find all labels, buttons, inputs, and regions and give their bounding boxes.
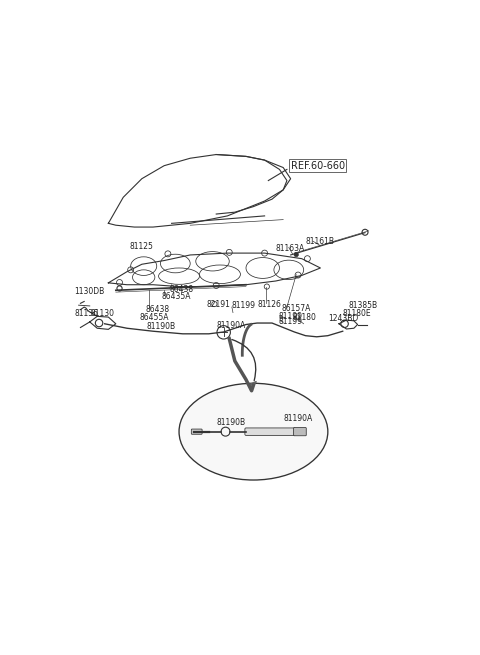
Text: 81385B: 81385B <box>348 301 377 310</box>
Text: 81199: 81199 <box>279 312 303 321</box>
Text: 81190B: 81190B <box>216 418 245 427</box>
Text: 81125: 81125 <box>130 242 154 251</box>
Text: 82191: 82191 <box>207 299 231 309</box>
Text: 86455A: 86455A <box>140 313 169 322</box>
Text: 81180E: 81180E <box>343 309 372 318</box>
Text: 81130: 81130 <box>91 309 115 318</box>
Text: 81126: 81126 <box>257 300 281 309</box>
Text: REF.60-660: REF.60-660 <box>290 160 345 171</box>
Text: 81180: 81180 <box>292 313 316 322</box>
Circle shape <box>294 252 299 257</box>
FancyBboxPatch shape <box>245 428 296 436</box>
FancyBboxPatch shape <box>294 428 306 436</box>
Text: 81199: 81199 <box>279 316 303 326</box>
Text: 1243BD: 1243BD <box>329 314 359 323</box>
Text: 81199: 81199 <box>232 301 256 310</box>
Ellipse shape <box>179 383 328 480</box>
Text: 81136: 81136 <box>75 309 99 318</box>
Text: 86435A: 86435A <box>161 292 191 301</box>
Text: 81190A: 81190A <box>283 414 312 423</box>
FancyBboxPatch shape <box>192 429 202 434</box>
Text: 81163A: 81163A <box>275 244 304 253</box>
Text: 86438: 86438 <box>145 305 170 314</box>
Text: 86438: 86438 <box>170 285 194 294</box>
Text: 81190B: 81190B <box>146 322 175 331</box>
Text: 81190A: 81190A <box>216 321 245 330</box>
Text: 1130DB: 1130DB <box>74 288 104 296</box>
Polygon shape <box>248 381 256 385</box>
Text: 81161B: 81161B <box>305 238 335 246</box>
Text: 86157A: 86157A <box>281 304 311 312</box>
